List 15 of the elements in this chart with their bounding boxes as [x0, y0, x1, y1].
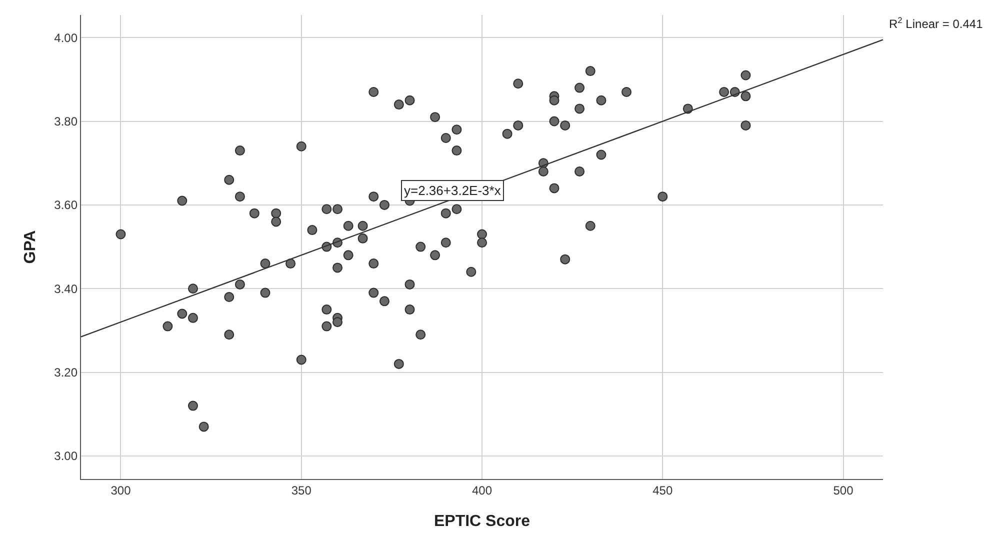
y-tick-label: 3.60 [54, 198, 78, 212]
y-tick-label: 3.40 [54, 282, 78, 296]
x-tick-label: 400 [472, 484, 492, 498]
x-tick-label: 450 [652, 484, 673, 498]
y-tick-label: 3.00 [54, 449, 78, 464]
annotation: y=2.36+3.2E-3*x [404, 183, 502, 198]
y-tick-label: 3.80 [54, 114, 78, 128]
y-axis-title: GPA [22, 230, 40, 264]
x-tick-label: 500 [833, 484, 854, 498]
text: R$^{2}$ Linear = 0.441 [889, 15, 984, 32]
x-tick-label: 300 [110, 484, 132, 498]
x-tick-label: 350 [291, 484, 312, 498]
y-tick-label: 4.00 [54, 30, 78, 45]
x-axis-title: EPTIC Score [434, 513, 530, 530]
y-tick-label: 3.20 [54, 366, 78, 380]
